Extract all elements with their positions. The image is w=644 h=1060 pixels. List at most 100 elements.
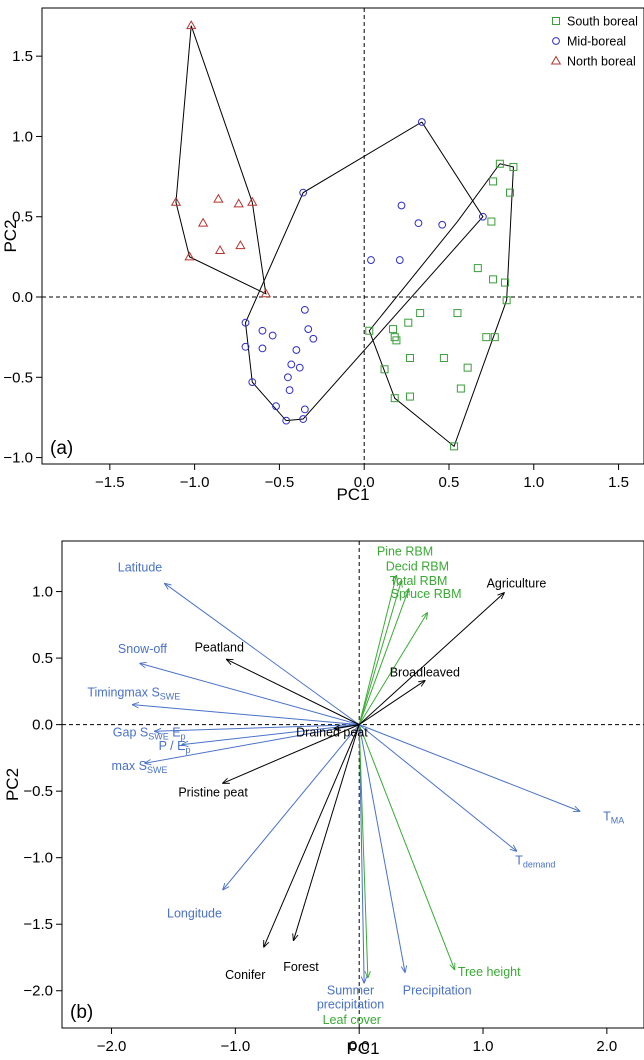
x-tick-label: 1.0 — [473, 1038, 494, 1055]
panel-1-series — [170, 20, 518, 451]
vector-label: max SSWE — [112, 759, 168, 775]
legend: South boreal Mid-boreal North boreal — [550, 15, 638, 69]
point-square — [489, 275, 498, 284]
legend-marker-square — [552, 17, 560, 25]
point-triangle — [260, 288, 272, 298]
point-circle — [300, 405, 309, 414]
x-axis-title: PC1 — [346, 1039, 379, 1058]
legend-label: South boreal — [567, 15, 638, 29]
point-circle — [397, 201, 406, 210]
vector-label: Leaf cover — [323, 1013, 381, 1027]
vector-arrow — [358, 581, 401, 725]
y-tick-label: 0.5 — [32, 650, 53, 667]
point-triangle — [247, 196, 258, 206]
vector-arrow — [358, 613, 427, 725]
hull-square — [368, 163, 514, 448]
point-circle — [292, 346, 301, 354]
x-tick-label: −0.5 — [265, 474, 295, 491]
point-triangle — [184, 251, 195, 261]
hull-triangle — [175, 25, 267, 295]
vector-arrow — [182, 724, 360, 745]
vector-label: Gap SSWE Ep — [113, 726, 186, 742]
vector-arrow — [223, 724, 360, 890]
y-tick-label: 0.0 — [32, 717, 53, 734]
point-square — [405, 354, 414, 363]
vector-arrow — [358, 724, 368, 978]
point-triangle — [235, 240, 246, 250]
vector-label: Pristine peat — [178, 785, 248, 799]
y-tick-label: 1.0 — [12, 128, 33, 145]
point-square — [439, 354, 448, 363]
point-circle — [299, 415, 308, 423]
vector-label: Pine RBM — [377, 545, 433, 559]
legend-marker-circle — [552, 37, 560, 45]
point-circle — [299, 188, 308, 197]
y-tick-label: 1.0 — [32, 584, 53, 601]
vector-label: Agriculture — [487, 577, 547, 591]
vector-arrow — [165, 584, 360, 726]
point-square — [490, 333, 499, 342]
x-tick-label: 2.0 — [596, 1038, 617, 1055]
point-circle — [241, 318, 250, 327]
point-triangle — [214, 244, 226, 254]
point-triangle — [170, 196, 182, 206]
vector-label: Summer — [327, 984, 374, 998]
vector-arrow — [264, 724, 360, 947]
hull-circle — [244, 121, 484, 422]
panel-2-axes: −2.0 −1.0 0.0 1.0 2.0 −2.0 −1.5 −1.0 −0.5 0.0 0.5 1… — [3, 540, 644, 1058]
legend-label: North boreal — [567, 55, 636, 69]
point-circle — [479, 212, 487, 221]
point-circle — [248, 378, 257, 387]
vector-label: Longitude — [167, 907, 222, 921]
point-circle — [309, 334, 318, 343]
vector-label: Peatland — [195, 640, 244, 654]
point-square — [473, 264, 482, 273]
point-circle — [285, 386, 294, 395]
x-tick-label: 1.0 — [523, 474, 544, 491]
panel-1-axes: −1.5 −1.0 −0.5 0.0 0.5 1.0 1.5 −1.0 −0.5 0.0 0.5 1.… — [1, 7, 644, 504]
y-tick-label: −1.5 — [23, 916, 53, 933]
point-square — [404, 318, 413, 327]
x-tick-label: 0.5 — [439, 474, 460, 491]
vector-arrow — [133, 705, 360, 726]
y-tick-label: −1.0 — [3, 450, 33, 467]
plot-frame — [41, 7, 644, 465]
vector-label: Decid RBM — [386, 559, 449, 573]
panel-2-vectors: Latitude Snow-off Timingmax SSWE Gap SSWE E… — [87, 545, 624, 1027]
point-square — [509, 162, 518, 171]
point-square — [502, 296, 511, 305]
point-circle — [438, 220, 447, 229]
y-tick-label: 0.5 — [12, 209, 33, 226]
vector-label: Total RBM — [390, 574, 448, 588]
point-square — [489, 177, 498, 186]
x-tick-label: −1.0 — [180, 474, 210, 491]
vector-label: P / Ep — [159, 739, 191, 755]
point-square — [389, 325, 398, 334]
vector-arrow — [358, 589, 409, 725]
vector-label: Tree height — [458, 965, 521, 979]
point-square — [487, 217, 496, 226]
vector-label: TMA — [603, 809, 624, 825]
vector-arrow — [358, 593, 504, 725]
vector-arrow — [358, 724, 516, 851]
point-square — [450, 442, 459, 451]
point-triangle — [197, 217, 209, 227]
y-tick-label: 0.0 — [12, 289, 33, 306]
y-tick-label: 1.5 — [12, 48, 33, 65]
vector-arrow — [359, 724, 579, 811]
point-square — [405, 392, 414, 401]
point-square — [416, 309, 425, 318]
point-triangle — [186, 20, 197, 30]
point-circle — [300, 305, 309, 314]
vector-arrow — [358, 724, 454, 970]
y-axis-title: PC2 — [1, 219, 20, 252]
y-axis-title: PC2 — [3, 768, 22, 801]
y-tick-label: −0.5 — [3, 369, 33, 386]
point-square — [392, 336, 401, 345]
vector-arrow — [358, 681, 425, 726]
vector-arrow — [145, 724, 360, 764]
x-axis-title: PC1 — [336, 485, 369, 504]
point-circle — [283, 373, 292, 382]
point-circle — [287, 360, 296, 369]
